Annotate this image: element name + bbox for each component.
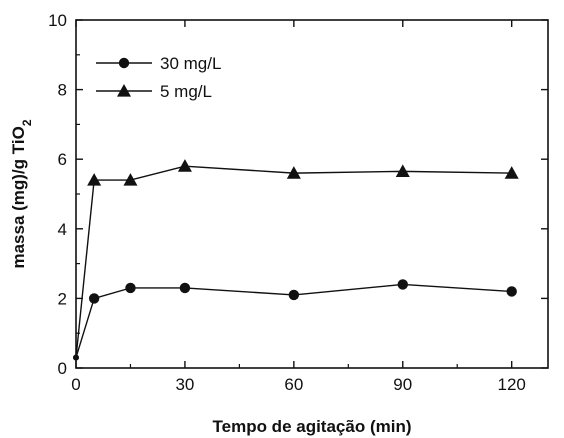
series-2: [73, 159, 519, 361]
y-axis-title: massa (mg)/g TiO2: [9, 119, 34, 268]
y-axis-title-main: massa (mg)/g TiO: [9, 126, 28, 268]
x-tick-label: 60: [284, 375, 303, 394]
y-tick-label: 8: [58, 81, 67, 100]
legend: 30 mg/L 5 mg/L: [96, 54, 221, 101]
y-tick-label: 4: [58, 220, 67, 239]
plot-frame: [75, 19, 549, 369]
data-point: [88, 293, 100, 304]
y-tick-label: 2: [58, 289, 67, 308]
x-tick-label: 120: [498, 375, 526, 394]
legend-marker: [118, 57, 130, 69]
legend-marker: [117, 84, 131, 97]
data-point: [395, 164, 410, 177]
x-axis-title: Tempo de agitação (min): [213, 417, 412, 436]
data-point: [177, 159, 192, 172]
data-point: [87, 173, 102, 186]
data-point: [288, 289, 300, 301]
data-point: [397, 279, 408, 290]
data-point: [125, 282, 136, 294]
data-point: [73, 354, 79, 361]
y-axis-title-subscript: 2: [20, 119, 34, 126]
legend-label: 30 mg/L: [160, 54, 221, 73]
legend-item: 30 mg/L: [96, 54, 221, 73]
legend-item: 5 mg/L: [96, 82, 212, 101]
legend-label: 5 mg/L: [160, 82, 212, 101]
x-tick-label: 90: [393, 375, 412, 394]
series-1: [73, 279, 517, 361]
series-layer: [73, 159, 519, 361]
x-tick-label: 0: [71, 375, 80, 394]
y-tick-label: 0: [58, 359, 67, 378]
axis-ticks: 0 30 60 90 120 0 2 4 6 8 10: [48, 11, 548, 394]
data-point: [286, 166, 301, 179]
data-point: [179, 282, 191, 294]
data-point: [123, 173, 138, 186]
data-point: [504, 166, 519, 179]
y-tick-label: 10: [48, 11, 67, 30]
data-point: [506, 286, 517, 297]
x-tick-label: 30: [175, 375, 194, 394]
y-tick-label: 6: [58, 150, 67, 169]
series-line: [75, 165, 512, 358]
